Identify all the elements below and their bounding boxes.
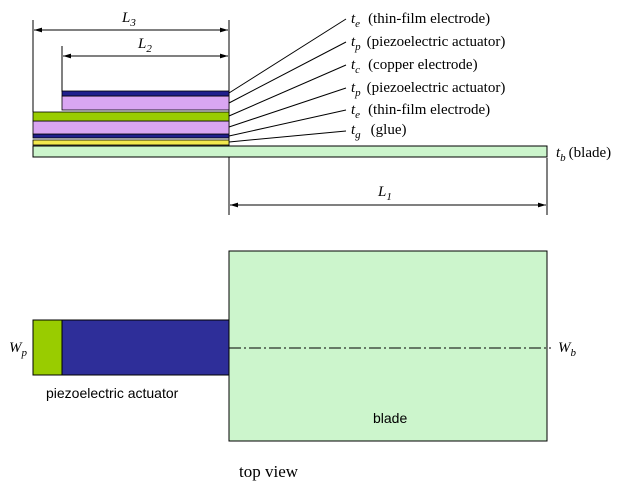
layer-copper <box>32 111 230 122</box>
layer-top-piezo <box>61 95 230 111</box>
layer-label-tg: tg (glue) <box>351 122 407 141</box>
width-label-wb: Wb <box>558 340 577 359</box>
dimension-label-l2: L2 <box>137 36 152 55</box>
blade-label: blade <box>373 410 407 426</box>
layer-glue <box>32 139 230 146</box>
actuator-electrode-top <box>61 319 230 376</box>
top-view-caption: top view <box>239 462 299 481</box>
leader-line-te-bottom <box>228 109 347 137</box>
leader-line-tg <box>228 130 347 143</box>
leader-line-tp-bottom <box>228 87 347 128</box>
blade-side <box>32 145 548 158</box>
blade-top <box>228 250 548 442</box>
leader-line-tc <box>228 64 347 117</box>
blade-thickness-label: tb (blade) <box>556 145 611 164</box>
actuator-label: piezoelectric actuator <box>46 385 179 401</box>
leader-line-te-top <box>228 18 347 94</box>
leader-line-tp-top <box>228 41 347 104</box>
layer-label-te-bottom: te (thin-film electrode) <box>351 102 490 121</box>
dimension-label-l1: L1 <box>377 184 392 203</box>
layer-bottom-electrode <box>32 133 230 139</box>
layer-label-tp-bottom: tp (piezoelectric actuator) <box>351 80 505 99</box>
dimension-label-l3: L3 <box>121 10 136 29</box>
actuator-copper-top <box>32 319 63 376</box>
layer-label-tc: tc (copper electrode) <box>351 57 478 76</box>
layer-label-te-top: te (thin-film electrode) <box>351 11 490 30</box>
layer-bottom-piezo <box>32 120 230 135</box>
top-view: Wp Wb piezoelectric actuator blade top v… <box>9 250 577 481</box>
width-label-wp: Wp <box>9 340 28 359</box>
side-view: L3 L2 L1 te (thin-film electrode) tp (piez… <box>32 10 611 215</box>
layer-top-electrode <box>61 90 230 97</box>
layer-label-tp-top: tp (piezoelectric actuator) <box>351 34 505 53</box>
